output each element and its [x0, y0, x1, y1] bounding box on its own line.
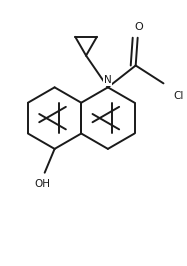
Text: Cl: Cl	[173, 91, 184, 101]
Text: O: O	[134, 22, 143, 32]
Text: OH: OH	[35, 179, 51, 189]
Text: N: N	[104, 75, 112, 85]
